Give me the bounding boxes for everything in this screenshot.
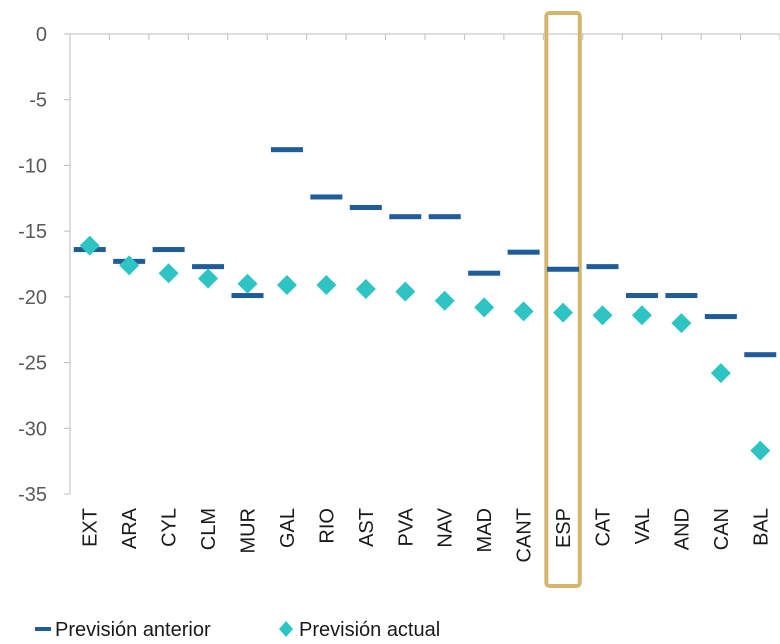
- legend-label-prevision-anterior: Previsión anterior: [55, 619, 211, 641]
- diamond-marker-mad: [474, 297, 495, 318]
- x-tick-label-pva: PVA: [395, 507, 417, 546]
- y-tick-label: 0: [36, 24, 47, 46]
- x-tick-label-clm: CLM: [198, 508, 220, 550]
- y-tick-label: -10: [18, 155, 47, 177]
- x-tick-label-mad: MAD: [474, 508, 496, 552]
- diamond-marker-nav: [434, 290, 455, 311]
- diamond-marker-bal: [750, 440, 771, 461]
- x-axis: EXT ARA CYL CLM MUR GAL RIO AST PVA NAV MAD CANT ESP…: [69, 33, 780, 562]
- diamond-marker-rio: [316, 275, 337, 296]
- diamond-marker-ara: [119, 255, 140, 276]
- diamond-marker-cant: [513, 301, 534, 322]
- y-axis: 0 -5 -10 -15 -20 -25 -30 -35: [18, 24, 71, 506]
- x-tick-label-rio: RIO: [316, 508, 338, 544]
- x-tick-label-esp: ESP: [553, 508, 575, 548]
- highlight-box-group: [544, 11, 582, 588]
- dash-marker-mad: [468, 270, 501, 276]
- legend-item-prevision-anterior: Previsión anterior: [35, 619, 211, 641]
- x-tick-label-gal: GAL: [277, 508, 299, 548]
- x-tick-label-bal: BAL: [750, 508, 772, 546]
- legend-diamond-marker: [279, 621, 293, 637]
- diamond-marker-and: [671, 313, 692, 334]
- diamond-marker-gal: [276, 275, 297, 296]
- dash-marker-val: [625, 293, 658, 299]
- dash-marker-nav: [428, 214, 461, 220]
- y-tick-label: -15: [18, 221, 47, 243]
- x-tick-label-nav: NAV: [435, 507, 457, 547]
- dash-marker-cat: [586, 264, 619, 270]
- diamond-marker-cyl: [158, 263, 179, 284]
- diamond-marker-esp: [553, 302, 574, 323]
- x-tick-label-ast: AST: [356, 508, 378, 547]
- legend-label-prevision-actual: Previsión actual: [299, 619, 440, 641]
- dash-marker-rio: [310, 194, 343, 200]
- series-prevision-anterior: [73, 147, 777, 358]
- legend-dash-marker: [35, 627, 51, 631]
- legend: Previsión anterior Previsión actual: [35, 619, 440, 641]
- dash-marker-cant: [507, 249, 540, 255]
- x-tick-label-ext: EXT: [80, 508, 102, 547]
- dash-marker-and: [665, 293, 698, 299]
- diamond-marker-clm: [198, 268, 219, 289]
- y-tick-label: -20: [18, 287, 47, 309]
- x-tick-label-val: VAL: [632, 508, 654, 544]
- x-tick-label-cat: CAT: [593, 508, 615, 547]
- y-tick-label: -25: [18, 353, 47, 375]
- dash-marker-mur: [231, 293, 264, 299]
- diamond-marker-val: [631, 305, 652, 326]
- x-tick-label-cant: CANT: [514, 508, 536, 562]
- diamond-marker-ext: [79, 235, 100, 256]
- y-tick-label: -35: [18, 484, 47, 506]
- dash-marker-cyl: [152, 247, 185, 253]
- y-tick-label: -30: [18, 418, 47, 440]
- legend-item-prevision-actual: Previsión actual: [279, 619, 440, 641]
- x-tick-label-cyl: CYL: [159, 508, 181, 547]
- dash-marker-gal: [270, 147, 303, 153]
- dash-marker-esp: [547, 266, 580, 272]
- highlight-box: [544, 11, 582, 588]
- diamond-marker-cat: [592, 305, 613, 326]
- dash-marker-pva: [389, 214, 422, 220]
- diamond-marker-ast: [355, 278, 376, 299]
- series-prevision-actual: [79, 235, 771, 461]
- x-tick-label-can: CAN: [711, 508, 733, 550]
- x-tick-label-and: AND: [671, 508, 693, 550]
- dash-marker-bal: [744, 352, 777, 358]
- diamond-marker-can: [710, 363, 731, 384]
- dash-marker-ast: [349, 204, 382, 210]
- y-tick-label: -5: [29, 90, 47, 112]
- diamond-marker-pva: [395, 281, 416, 302]
- dash-marker-clm: [192, 264, 225, 270]
- x-tick-label-ara: ARA: [119, 507, 141, 549]
- x-tick-label-mur: MUR: [238, 508, 260, 554]
- dash-marker-can: [704, 314, 737, 320]
- diamond-marker-mur: [237, 273, 258, 294]
